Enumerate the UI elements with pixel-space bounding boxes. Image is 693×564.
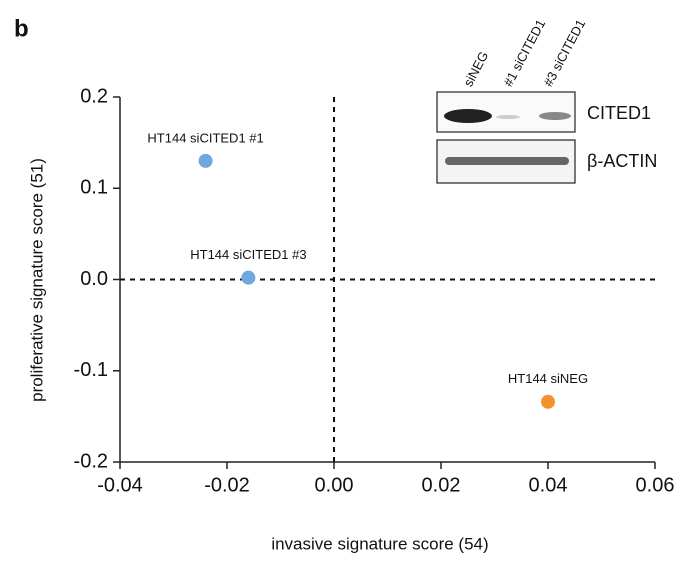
x-axis-label: invasive signature score (54) <box>271 534 488 553</box>
western-blot <box>437 92 575 183</box>
x-tick-label: 0.00 <box>315 474 354 496</box>
data-point <box>541 395 555 409</box>
data-point <box>199 154 213 168</box>
point-label: HT144 siNEG <box>508 371 588 386</box>
y-axis-label: proliferative signature score (51) <box>27 158 46 402</box>
y-tick-label: 0.0 <box>80 268 108 290</box>
lane-label: #1 siCITED1 <box>500 17 548 89</box>
blot-band <box>445 157 569 165</box>
x-tick-label: 0.04 <box>529 474 568 496</box>
blot-band <box>539 112 571 120</box>
point-label: HT144 siCITED1 #3 <box>190 247 306 262</box>
point-label: HT144 siCITED1 #1 <box>147 130 263 145</box>
y-tick-label: 0.2 <box>80 85 108 107</box>
y-tick-label: -0.2 <box>74 450 108 472</box>
band-label: CITED1 <box>587 103 651 123</box>
chart: b invasive signature score (54) prolifer… <box>0 0 693 559</box>
band-label: β-ACTIN <box>587 151 657 171</box>
lane-label: siNEG <box>460 49 491 89</box>
blot-band <box>444 109 492 123</box>
lane-label: #3 siCITED1 <box>540 17 588 89</box>
x-tick-label: 0.06 <box>636 474 675 496</box>
x-tick-label: -0.02 <box>204 474 250 496</box>
y-tick-label: -0.1 <box>74 359 108 381</box>
blot-band <box>496 115 520 119</box>
panel-label: b <box>14 15 29 42</box>
y-tick-label: 0.1 <box>80 177 108 199</box>
x-tick-label: 0.02 <box>422 474 461 496</box>
data-point <box>241 271 255 285</box>
x-tick-label: -0.04 <box>97 474 143 496</box>
